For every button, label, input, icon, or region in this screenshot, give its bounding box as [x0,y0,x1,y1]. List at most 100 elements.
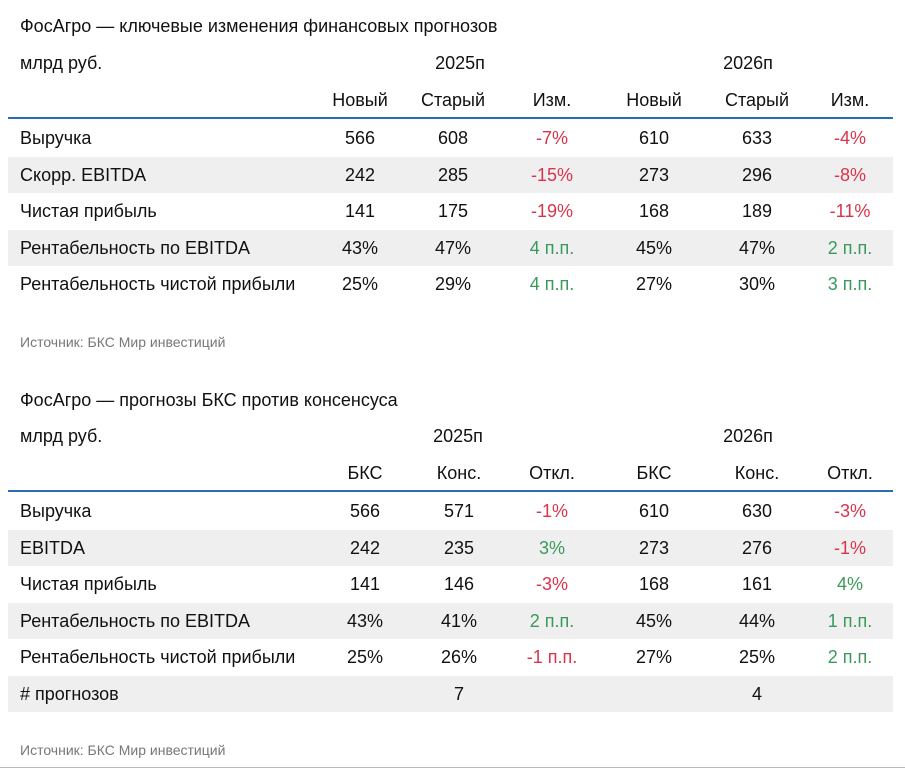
table2-col-header: Откл. [827,463,873,483]
change-cell: 2 п.п. [529,610,575,631]
table1-source: Источник: БКС Мир инвестиций [20,334,226,350]
table2-unit: млрд руб. [20,426,103,446]
value-cell: 633 [741,128,773,148]
value-cell: 571 [443,501,475,521]
change-cell [502,676,602,712]
value-cell: 25% [346,647,384,668]
value-cell [604,676,704,712]
value-cell: 630 [741,501,773,521]
change-cell: -1% [833,537,866,558]
table2-col-header: Откл. [529,463,575,483]
change-cell: 2 п.п. [827,237,873,258]
table2-col-header: Конс. [436,463,482,483]
value-cell [315,676,415,712]
value-cell: 27% [635,274,673,295]
value-cell: 41% [440,610,478,631]
change-cell: -19% [530,201,574,222]
row-label: Рентабельность чистой прибыли [20,274,296,295]
table2-header-rule [8,490,893,492]
value-cell: 566 [349,501,381,521]
table-row: Выручка 566 571 -1% 610 630 -3% [8,493,893,529]
value-cell: 168 [638,201,670,222]
table-row: Рентабельность чистой прибыли 25% 29% 4 п.п… [8,266,893,302]
table-row: Чистая прибыль 141 146 -3% 168 161 4% [8,566,893,602]
row-label: EBITDA [20,537,86,558]
value-cell: 175 [437,201,469,222]
change-cell: -1% [535,501,568,521]
change-cell: -3% [535,574,568,595]
table1-unit: млрд руб. [20,53,103,73]
row-label: Рентабельность по EBITDA [20,610,250,631]
table-row: # прогнозов 7 4 [8,676,893,712]
value-cell: 141 [349,574,381,595]
change-cell: -4% [833,128,866,148]
value-cell: 161 [741,574,773,595]
value-cell: 45% [635,610,673,631]
table-row: Чистая прибыль 141 175 -19% 168 189 -11% [8,193,893,229]
table1-col-header: Новый [626,90,682,110]
value-cell: 25% [738,647,776,668]
value-cell: 25% [341,274,379,295]
value-cell: 566 [344,128,376,148]
table2-year-2025: 2025п [433,426,483,446]
value-cell: 4 [751,684,762,704]
row-label: Чистая прибыль [20,574,157,595]
change-cell: 3 п.п. [827,274,873,295]
value-cell: 44% [738,610,776,631]
value-cell: 30% [738,274,776,295]
row-label: Рентабельность чистой прибыли [20,647,296,668]
change-cell: -11% [829,201,871,222]
value-cell: 235 [443,537,475,558]
table1-col-header: Старый [420,90,486,110]
value-cell: 141 [344,201,376,222]
change-cell [800,676,900,712]
value-cell: 242 [344,164,376,185]
table1-title: ФосАгро — ключевые изменения финансовых … [20,16,498,36]
table1-col-header: Изм. [532,90,572,110]
value-cell: 146 [443,574,475,595]
table-row: EBITDA 242 235 3% 273 276 -1% [8,529,893,566]
row-label: Чистая прибыль [20,201,157,222]
row-label: Выручка [20,128,92,148]
value-cell: 43% [346,610,384,631]
row-label: # прогнозов [20,684,119,704]
change-cell: 4% [836,574,863,595]
change-cell: 3% [538,537,565,558]
row-label: Рентабельность по EBITDA [20,237,250,258]
change-cell: 4 п.п. [529,274,575,295]
value-cell: 47% [738,237,776,258]
value-cell: 296 [741,164,773,185]
value-cell: 45% [635,237,673,258]
table-row: Скорр. EBITDA 242 285 -15% 273 296 -8% [8,156,893,193]
value-cell: 47% [434,237,472,258]
table2-year-2026: 2026п [723,426,773,446]
change-cell: 2 п.п. [827,647,873,668]
value-cell: 189 [741,201,773,222]
value-cell: 7 [453,684,464,704]
value-cell: 27% [635,647,673,668]
value-cell: 276 [741,537,773,558]
table2-col-header: БКС [347,463,383,483]
value-cell: 610 [638,501,670,521]
change-cell: 4 п.п. [529,237,575,258]
table-row: Рентабельность по EBITDA 43% 41% 2 п.п. 45% 4… [8,602,893,639]
row-label: Скорр. EBITDA [20,164,147,185]
table2-title: ФосАгро — прогнозы БКС против консенсуса [20,390,398,410]
value-cell: 242 [349,537,381,558]
table1-col-header: Новый [332,90,388,110]
change-cell: 1 п.п. [827,610,873,631]
value-cell: 610 [638,128,670,148]
table1-col-header: Изм. [830,90,870,110]
value-cell: 608 [437,128,469,148]
value-cell: 285 [437,164,469,185]
value-cell: 29% [434,274,472,295]
change-cell: -15% [530,164,574,185]
value-cell: 26% [440,647,478,668]
value-cell: 168 [638,574,670,595]
table-row: Рентабельность по EBITDA 43% 47% 4 п.п. 45% 4… [8,229,893,266]
row-label: Выручка [20,501,92,521]
table1-year-2026: 2026п [723,53,773,73]
table2-source: Источник: БКС Мир инвестиций [20,742,226,758]
value-cell: 273 [638,164,670,185]
table2-col-header: БКС [636,463,672,483]
